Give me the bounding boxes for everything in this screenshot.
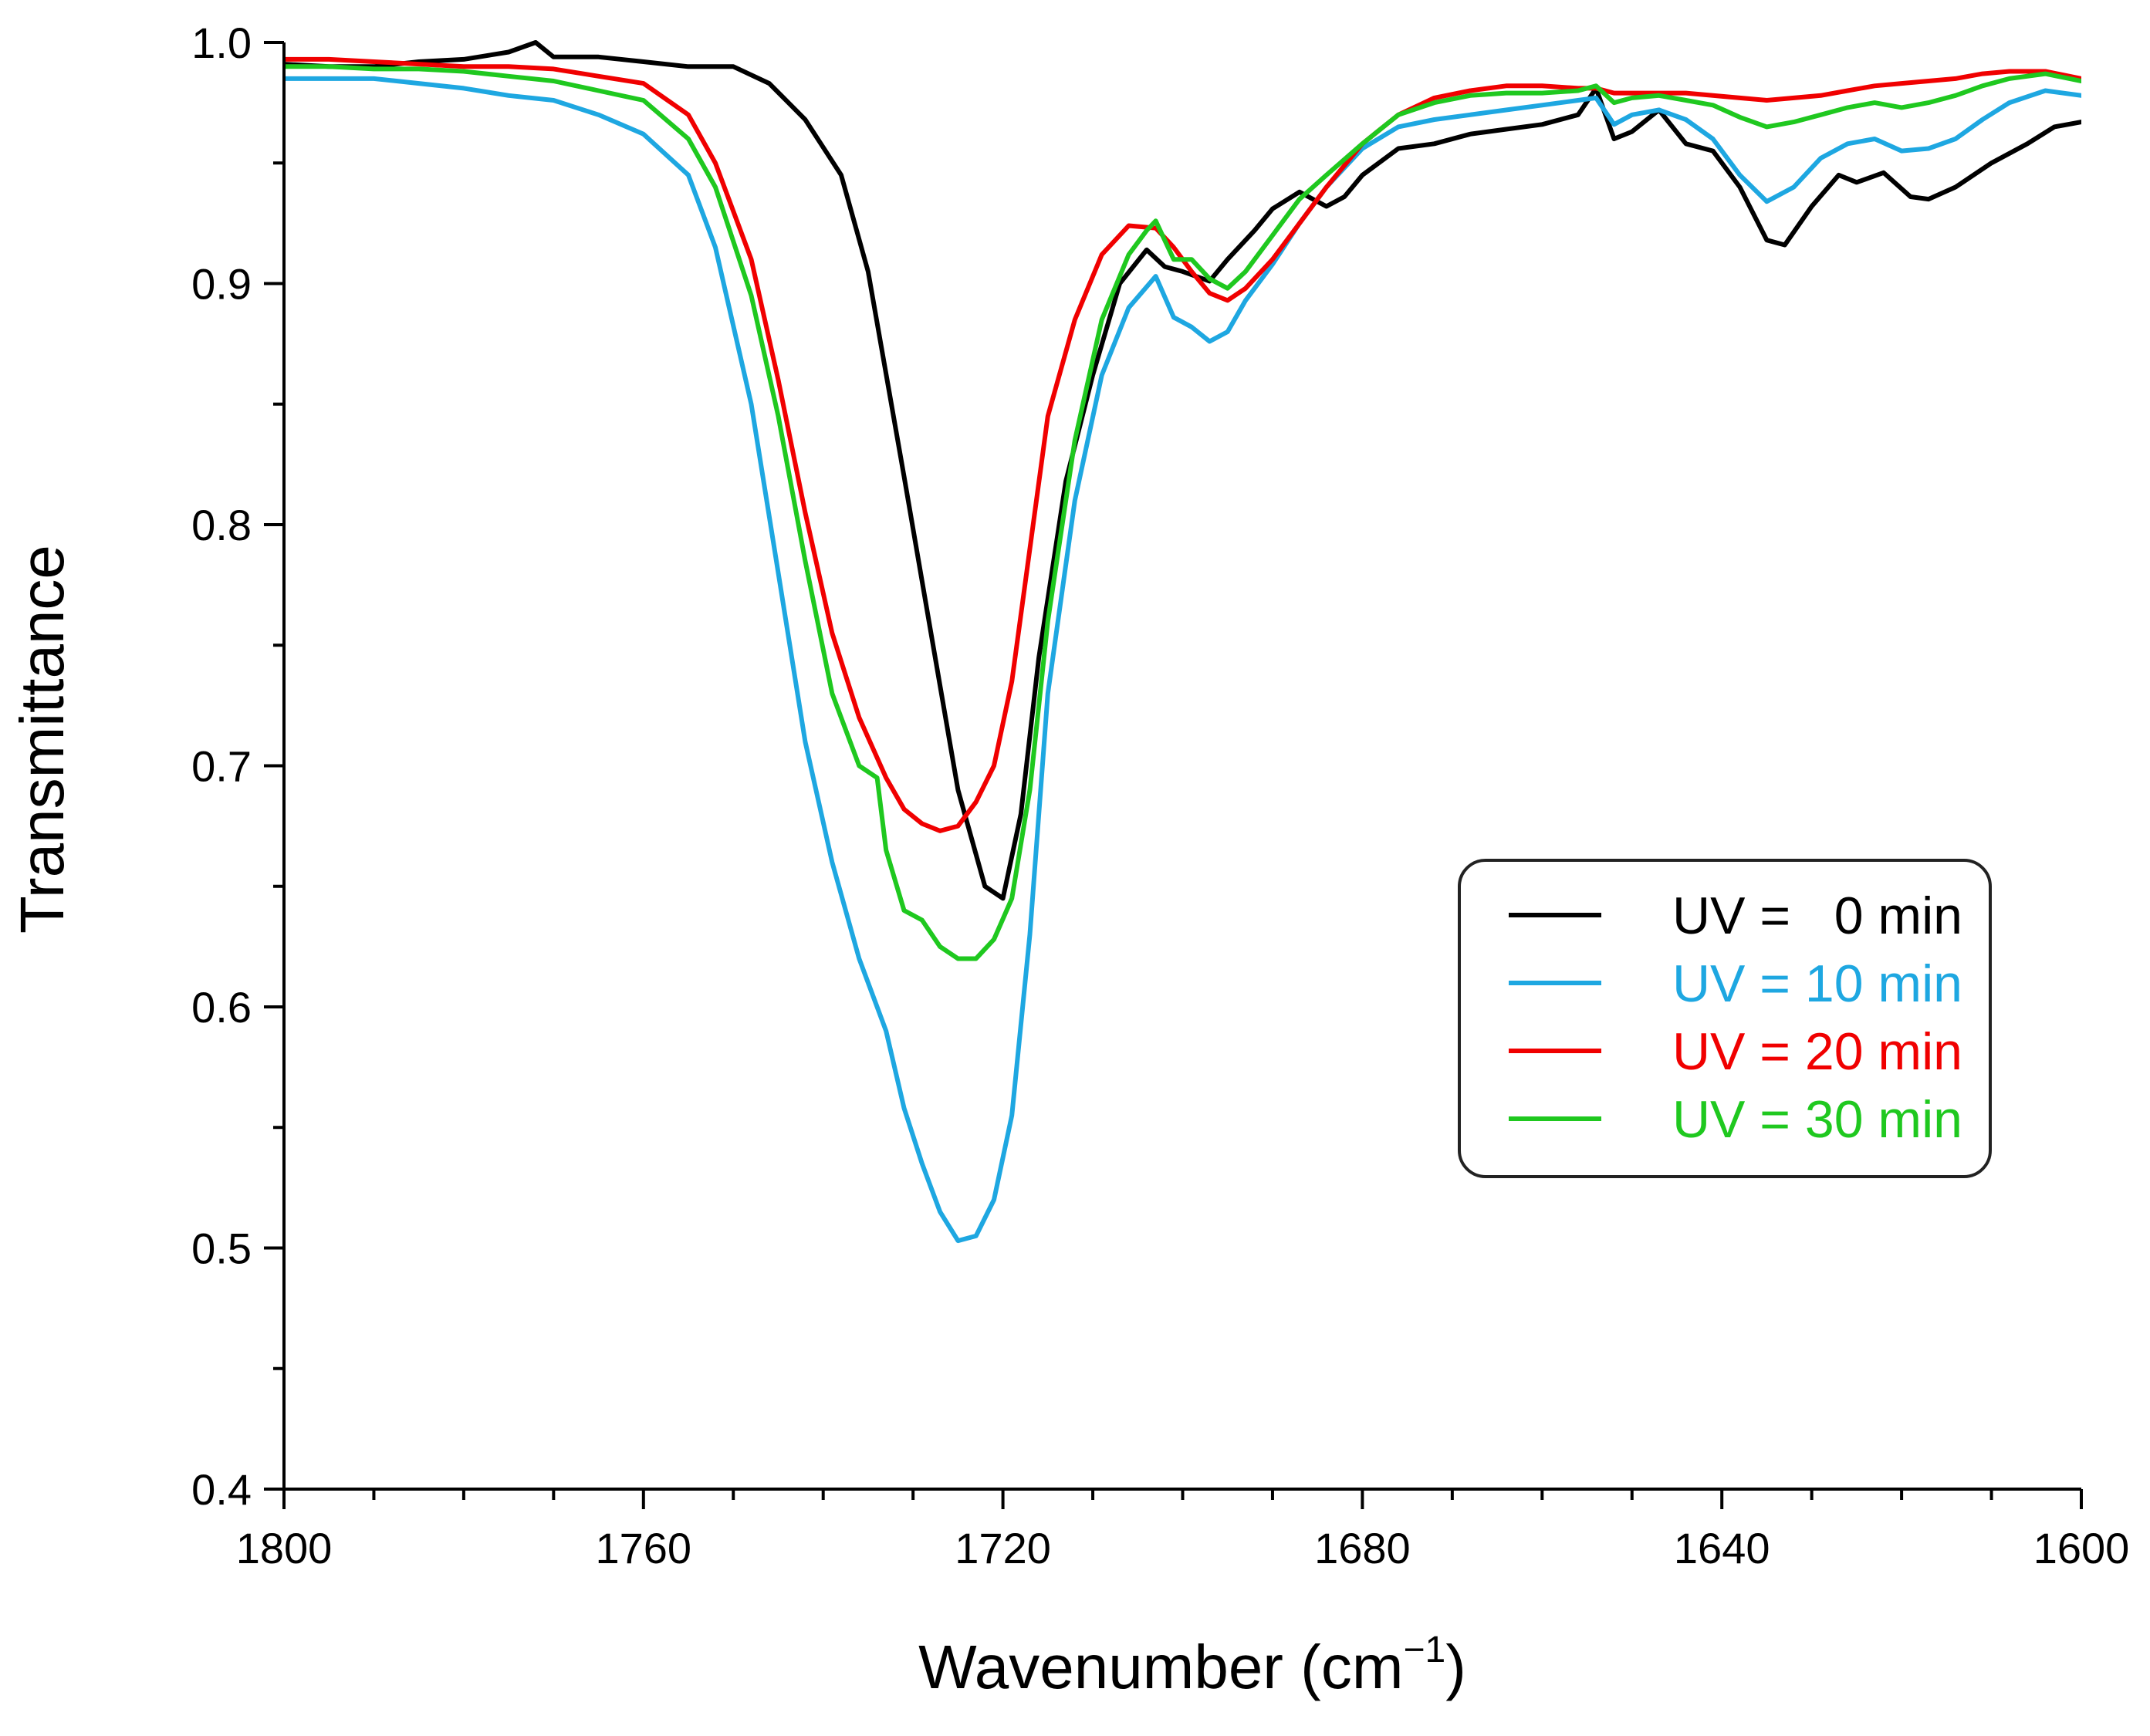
y-tick-label: 0.8	[191, 501, 252, 549]
legend-box	[1458, 859, 1992, 1178]
y-tick-label: 0.7	[191, 742, 252, 791]
x-tick-label: 1800	[236, 1524, 333, 1572]
y-tick-label: 0.9	[191, 260, 252, 309]
x-tick-label: 1600	[2033, 1524, 2130, 1572]
y-tick-label: 1.0	[191, 19, 252, 67]
y-axis-title: Transmittance	[8, 545, 76, 934]
y-tick-label: 0.6	[191, 983, 252, 1032]
series-line-2	[284, 56, 2081, 833]
legend: UV = 0 min UV = 10 min UV = 20 min UV = 30 …	[1458, 859, 1992, 1178]
series-line-1	[284, 76, 2081, 1244]
x-tick-label: 1640	[1674, 1524, 1770, 1572]
x-axis-title-main: Wavenumber (cm	[918, 1633, 1403, 1701]
series-line-3	[284, 64, 2081, 961]
y-tick-label: 0.4	[191, 1465, 252, 1514]
x-axis-title-superscript: −1	[1403, 1630, 1445, 1670]
x-tick-label: 1760	[596, 1524, 692, 1572]
legend-label-2: UV = 20 min	[1672, 1022, 1962, 1081]
legend-label-1: UV = 10 min	[1672, 954, 1962, 1013]
x-axis-title: Wavenumber (cm−1)	[918, 1630, 1466, 1701]
axes-layer: 0.4 0.5 0.6 0.7 0.8 0.9 1.0 1800 1760 1720 1680 164…	[191, 19, 2129, 1572]
series-line-0	[284, 40, 2081, 901]
legend-label-0: UV = 0 min	[1672, 887, 1962, 945]
x-tick-label: 1680	[1314, 1524, 1411, 1572]
x-axis-title-close: )	[1445, 1633, 1466, 1701]
legend-label-3: UV = 30 min	[1672, 1090, 1962, 1149]
y-tick-label: 0.5	[191, 1224, 252, 1273]
series-layer	[284, 40, 2081, 1244]
x-tick-label: 1720	[955, 1524, 1051, 1572]
